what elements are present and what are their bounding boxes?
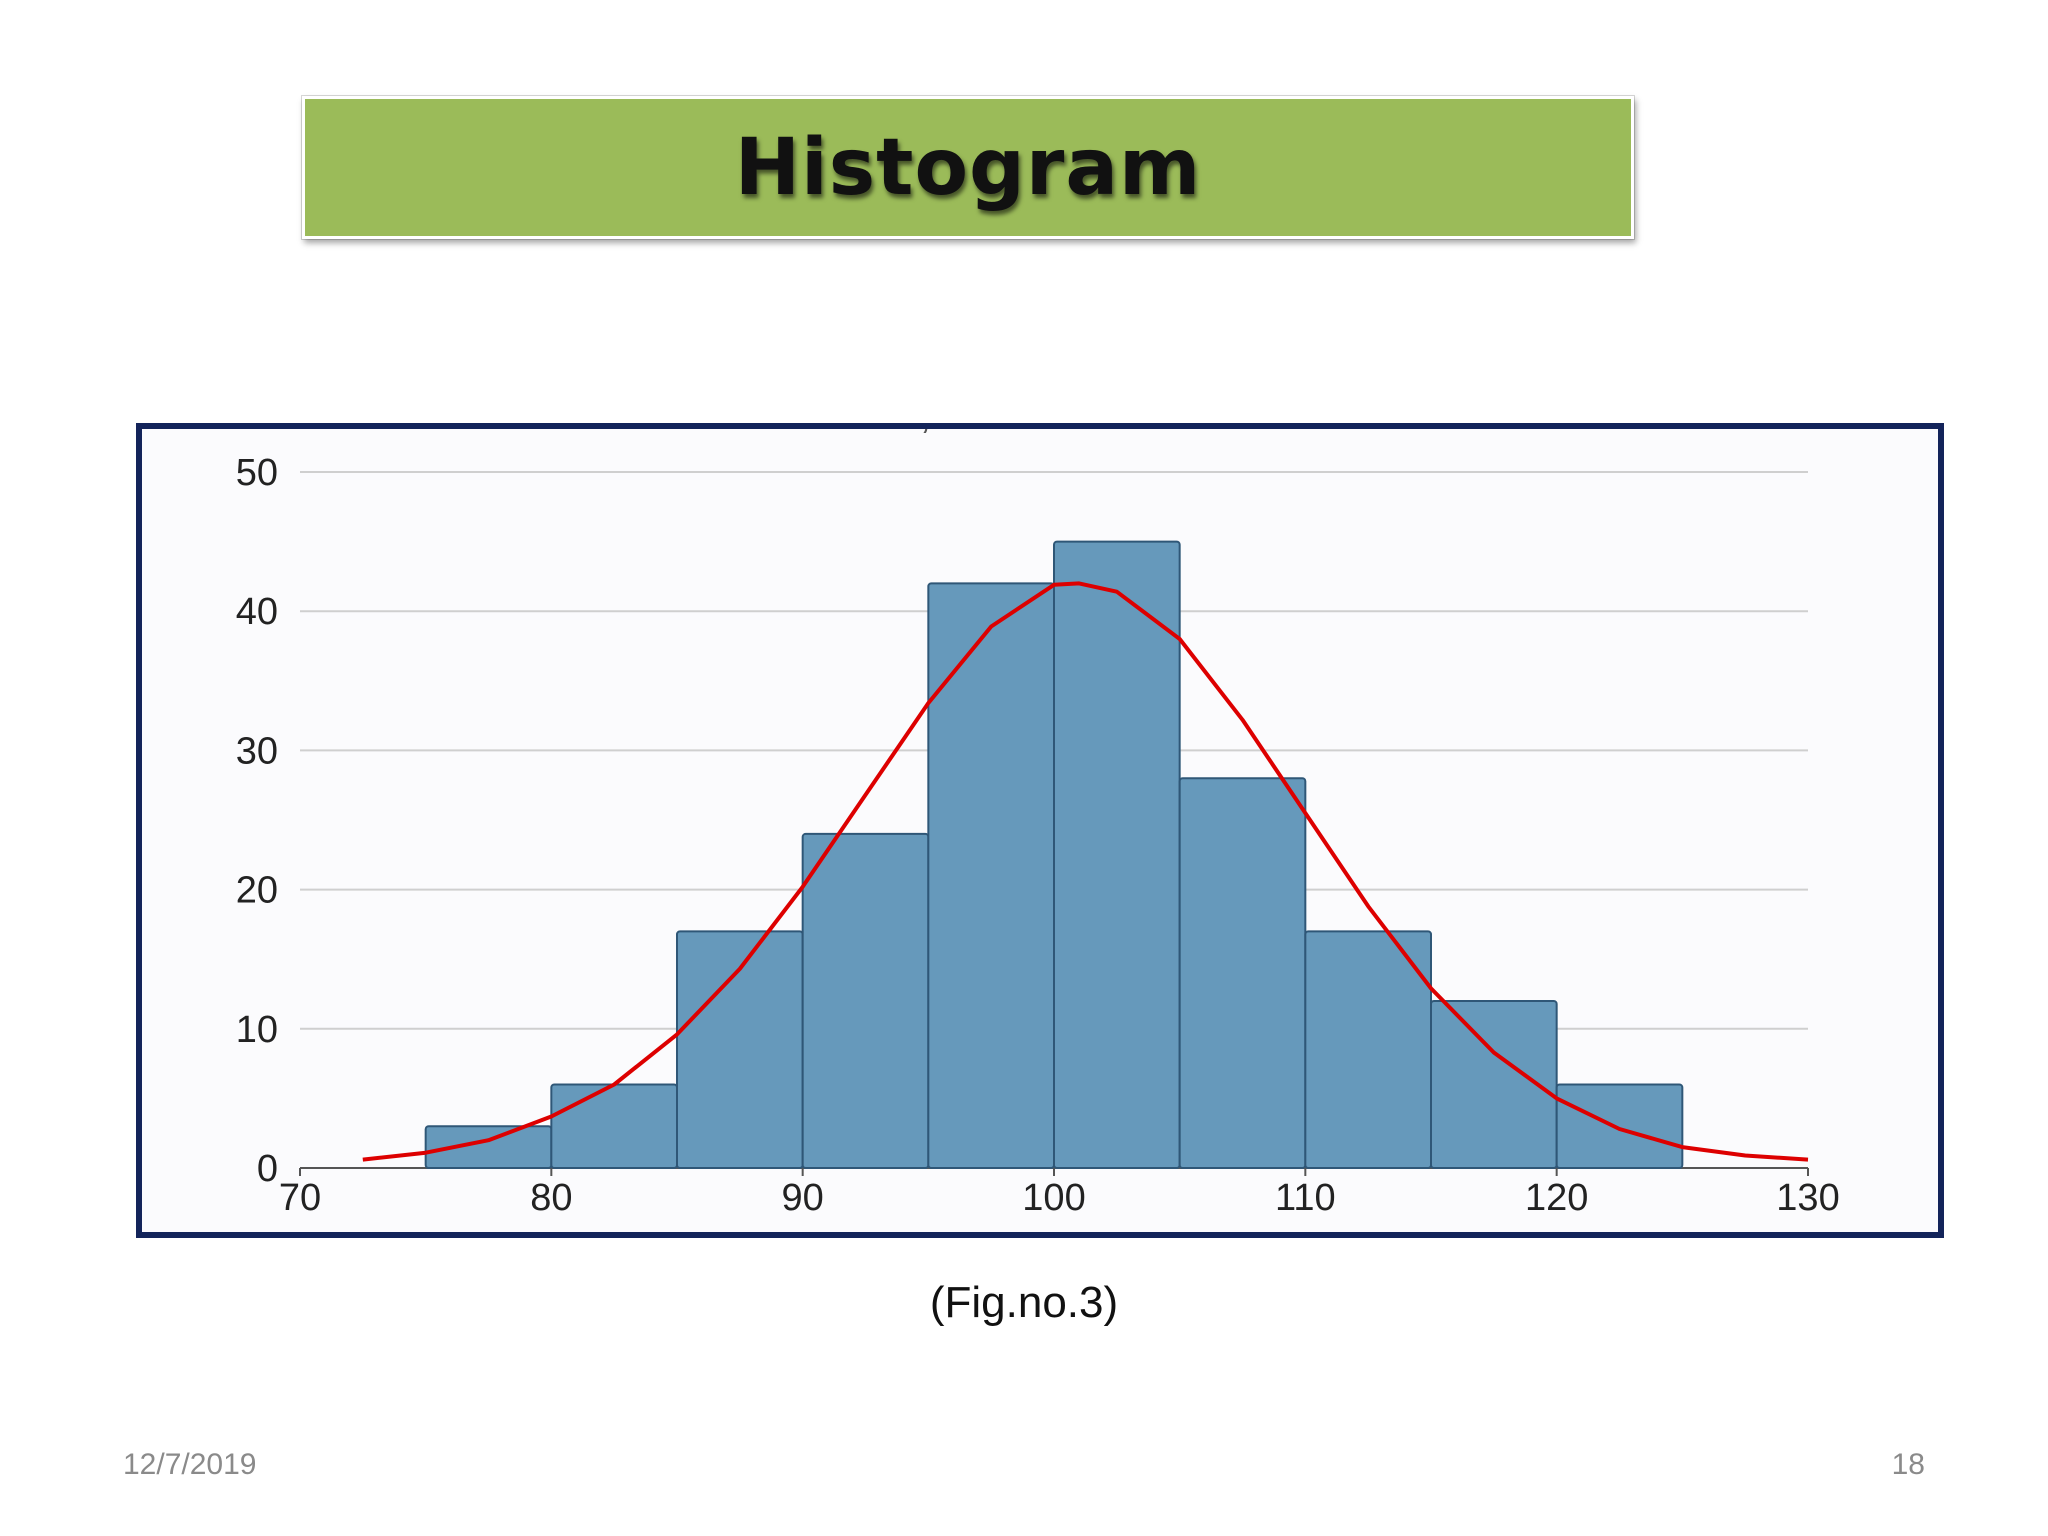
chart-frame: Mean = 101.4, Standard Deviation = 9.84 … bbox=[136, 423, 1944, 1238]
x-tick-label: 70 bbox=[279, 1177, 321, 1219]
histogram-chart: 0 10 20 30 40 50 70 80 90 100 110 120 130 bbox=[236, 452, 1840, 1219]
histogram-bar bbox=[1555, 1083, 1684, 1169]
chart-subtitle: Mean = 101.4, Standard Deviation = 9.84 bbox=[142, 429, 1938, 438]
x-tick-label: 130 bbox=[1776, 1177, 1839, 1219]
y-tick-label: 0 bbox=[257, 1148, 278, 1190]
x-tick-label: 100 bbox=[1022, 1177, 1085, 1219]
normal-curve bbox=[362, 581, 1809, 1162]
histogram-bar bbox=[927, 582, 1055, 1170]
y-tick-label: 10 bbox=[236, 1009, 278, 1051]
x-tick-label: 120 bbox=[1525, 1177, 1588, 1219]
slide-page-number: 18 bbox=[1891, 1448, 1925, 1481]
histogram-bar bbox=[550, 1083, 679, 1169]
slide-title: Histogram bbox=[734, 122, 1202, 213]
x-tick-label: 90 bbox=[782, 1177, 824, 1219]
title-banner: Histogram bbox=[302, 96, 1634, 239]
y-tick-label: 30 bbox=[236, 730, 278, 772]
histogram-bar bbox=[1178, 777, 1307, 1169]
y-tick-label: 20 bbox=[236, 870, 278, 912]
histogram-bar bbox=[1053, 540, 1181, 1170]
y-tick-label: 40 bbox=[236, 591, 278, 633]
histogram-bar bbox=[801, 832, 930, 1169]
y-tick-label: 50 bbox=[236, 452, 278, 494]
slide-date: 12/7/2019 bbox=[123, 1448, 257, 1481]
figure-caption: (Fig.no.3) bbox=[929, 1278, 1119, 1327]
x-tick-label: 80 bbox=[530, 1177, 572, 1219]
x-tick-label: 110 bbox=[1275, 1177, 1336, 1219]
